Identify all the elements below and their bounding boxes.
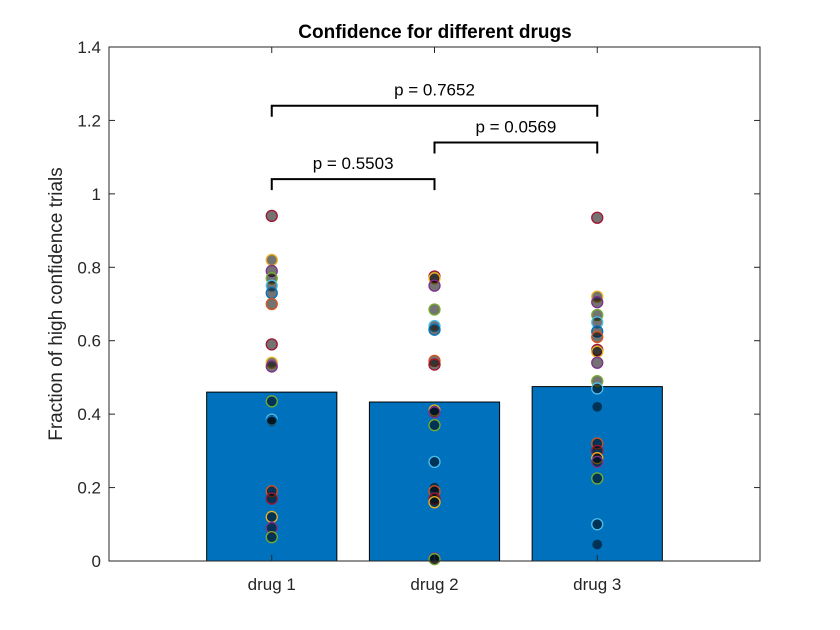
data-point [265, 209, 278, 223]
data-point [428, 496, 441, 509]
y-tick-label: 1.2 [77, 111, 101, 130]
data-point [428, 323, 441, 336]
data-point [265, 530, 278, 544]
data-point [591, 211, 604, 224]
data-point [428, 455, 441, 469]
data-point [265, 338, 278, 351]
p-value-label: p = 0.5503 [313, 154, 394, 173]
data-point [428, 358, 441, 371]
y-tick-label: 0.2 [77, 479, 101, 498]
data-point [265, 492, 278, 505]
data-point [591, 382, 604, 395]
data-point [591, 455, 604, 469]
data-point [265, 297, 278, 311]
p-value-label: p = 0.0569 [475, 117, 556, 136]
data-point [265, 510, 278, 524]
y-tick-label: 1.4 [77, 38, 101, 57]
axes-layer: 0 0.2 0.4 0.6 0.8 1 1.2 1.4 drug 1 drug 2 drug 3 [77, 38, 761, 594]
data-point [265, 395, 278, 408]
chart-title: Confidence for different drugs [298, 22, 571, 43]
scatter-points-layer [265, 209, 604, 566]
data-point [591, 345, 604, 358]
data-point [428, 279, 441, 292]
x-tick-label: drug 1 [248, 575, 296, 594]
y-tick-label: 0.4 [77, 405, 101, 424]
data-point [428, 303, 441, 316]
data-point [428, 406, 441, 419]
y-tick-label: 0 [92, 552, 101, 571]
data-point [265, 286, 278, 300]
data-point [428, 419, 441, 432]
data-point [591, 296, 604, 309]
data-point [265, 415, 278, 428]
y-axis-label: Fraction of high confidence trials [46, 167, 67, 441]
significance-bracket [270, 178, 436, 191]
data-point [265, 253, 278, 267]
significance-bracket [433, 141, 599, 154]
x-tick-label: drug 3 [573, 575, 621, 594]
data-point [591, 538, 604, 551]
y-tick-label: 0.6 [77, 332, 101, 351]
p-value-label: p = 0.7652 [394, 81, 475, 100]
data-point [591, 518, 604, 531]
significance-bracket [270, 104, 599, 117]
data-point [591, 330, 604, 344]
x-tick-label: drug 2 [410, 575, 458, 594]
y-tick-label: 1 [92, 185, 101, 204]
data-point [591, 356, 604, 369]
y-tick-label: 0.8 [77, 258, 101, 277]
data-point [591, 400, 604, 413]
data-point [265, 360, 278, 373]
data-point [591, 472, 604, 485]
